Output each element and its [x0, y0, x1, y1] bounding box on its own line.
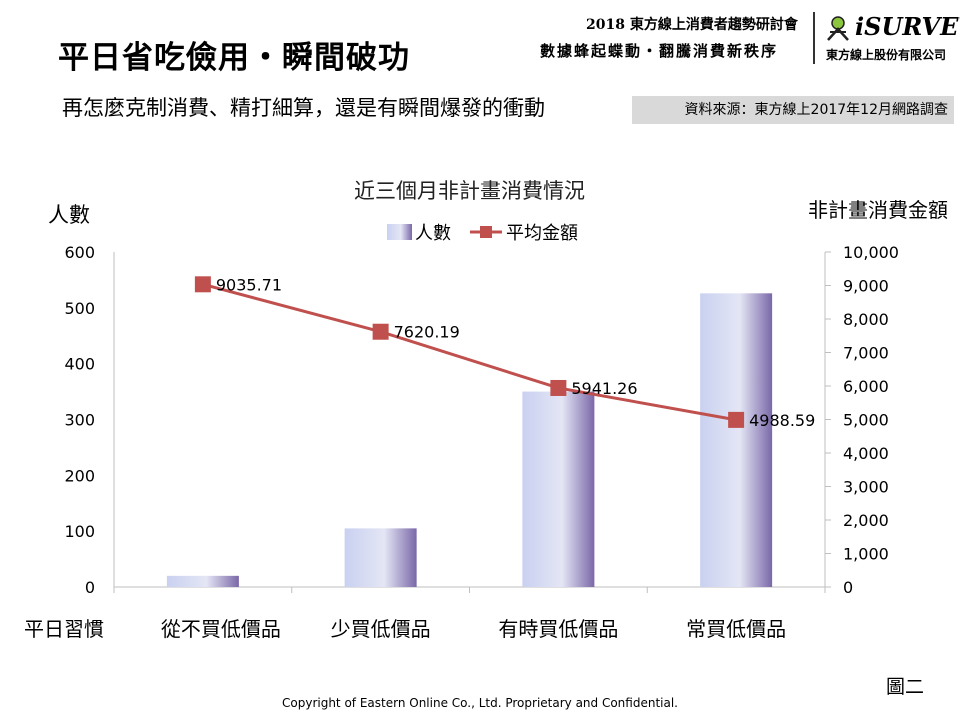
- conference-slogan: 數據蜂起蝶動・翻騰消費新秩序: [540, 42, 779, 60]
- y-left-tick-label: 300: [64, 411, 95, 430]
- y-right-tick-label: 3,000: [843, 478, 889, 497]
- data-label: 4988.59: [749, 411, 815, 430]
- legend-line-label: 平均金額: [506, 223, 578, 244]
- figure-label: 圖二: [886, 676, 925, 698]
- legend-bar-label: 人數: [415, 223, 451, 244]
- y-right-tick-label: 5,000: [843, 411, 889, 430]
- logo-wordmark: iSURVEY: [855, 12, 960, 41]
- y-right-tick-label: 1,000: [843, 545, 889, 564]
- page-title: 平日省吃儉用・瞬間破功: [58, 40, 410, 76]
- y-left-tick-label: 0: [85, 578, 95, 597]
- y-right-tick-label: 8,000: [843, 310, 889, 329]
- conference-title: 2018 東方線上消費者趨勢研討會: [586, 17, 798, 33]
- data-label: 5941.26: [571, 379, 637, 398]
- y-left-tick-label: 600: [64, 243, 95, 262]
- y-axis-left-label: 人數: [48, 203, 90, 227]
- y-right-tick-label: 6,000: [843, 377, 889, 396]
- line-marker: [372, 323, 389, 340]
- line-marker: [550, 379, 567, 396]
- page-subtitle: 再怎麼克制消費、精打細算，還是有瞬間爆發的衝動: [62, 96, 545, 120]
- x-group-label: 平日習慣: [24, 617, 104, 641]
- y-left-tick-label: 100: [64, 522, 95, 541]
- bar: [344, 528, 417, 587]
- legend-bar-swatch: [387, 224, 412, 240]
- x-category-label: 從不買低價品: [161, 617, 281, 641]
- line-marker: [728, 411, 745, 428]
- y-left-tick-label: 500: [64, 299, 95, 318]
- series-line: [202, 282, 737, 422]
- y-left-tick-label: 200: [64, 466, 95, 485]
- logo-company: 東方線上股份有限公司: [826, 48, 947, 62]
- legend-line-marker: [480, 226, 492, 238]
- chart-title: 近三個月非計畫消費情況: [354, 179, 585, 203]
- y-right-tick-label: 2,000: [843, 511, 889, 530]
- y-right-tick-label: 0: [843, 578, 853, 597]
- data-label: 7620.19: [394, 323, 460, 342]
- bar: [166, 575, 239, 587]
- y-right-tick-label: 7,000: [843, 344, 889, 363]
- x-category-label: 有時買低價品: [498, 617, 618, 641]
- logo-divider: [813, 12, 815, 64]
- bar: [700, 293, 773, 587]
- y-left-tick-label: 400: [64, 355, 95, 374]
- y-axis-right-label: 非計畫消費金額: [808, 198, 948, 222]
- line-marker: [194, 276, 211, 293]
- bar: [522, 391, 595, 587]
- x-category-label: 少買低價品: [331, 617, 431, 641]
- y-right-tick-label: 10,000: [843, 243, 899, 262]
- y-right-tick-label: 9,000: [843, 277, 889, 296]
- isurvey-logo-icon: [827, 16, 849, 41]
- x-category-label: 常買低價品: [686, 617, 786, 641]
- y-right-tick-label: 4,000: [843, 444, 889, 463]
- copyright-footer: Copyright of Eastern Online Co., Ltd. Pr…: [282, 696, 678, 710]
- data-label: 9035.71: [216, 275, 282, 294]
- source-note: 資料來源：東方線上2017年12月網路調查: [632, 96, 954, 124]
